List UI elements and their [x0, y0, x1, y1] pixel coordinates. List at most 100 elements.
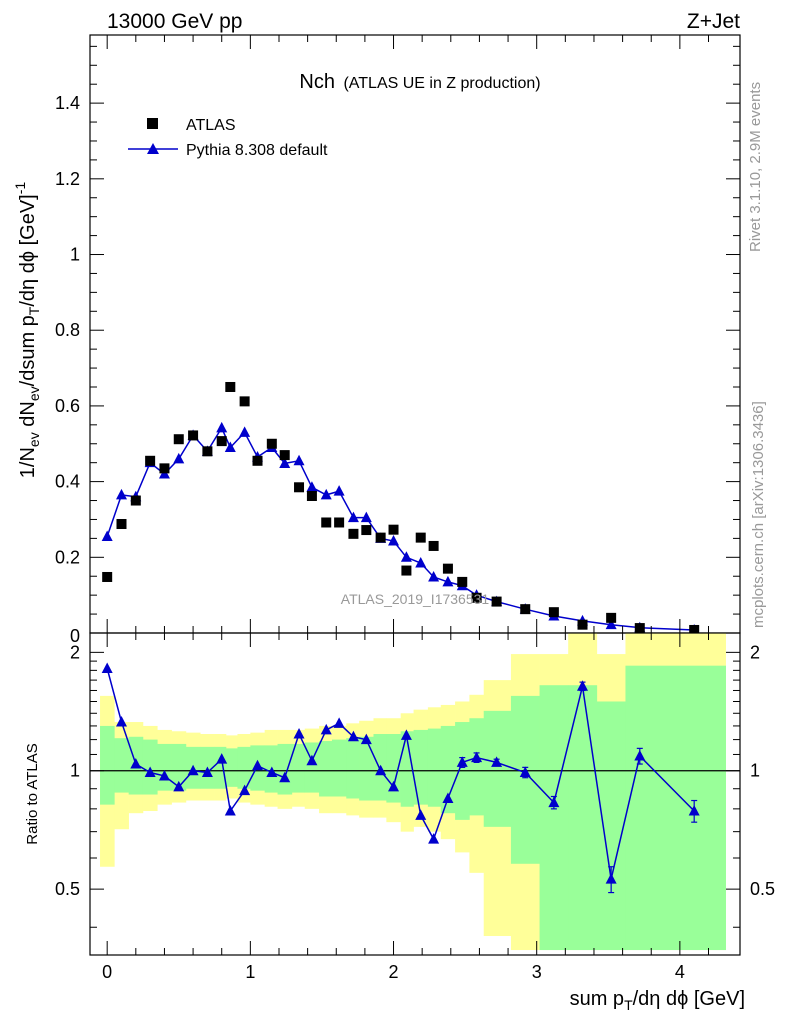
pythia-point: [360, 511, 372, 523]
ratio-point: [144, 766, 156, 777]
ratio-point: [605, 873, 617, 884]
atlas-point: [428, 540, 439, 551]
green-band: [346, 738, 360, 799]
pythia-point: [333, 485, 345, 496]
x-tick-label: 1: [245, 962, 255, 982]
ratio-ytick-label-right: 2: [750, 642, 760, 662]
green-band: [386, 734, 401, 803]
ratio-point: [173, 780, 185, 792]
main-ytick-label: 0.6: [55, 396, 80, 416]
atlas-point: [294, 482, 305, 493]
atlas-point: [577, 619, 588, 630]
ratio-ytick-label: 2: [70, 642, 80, 662]
green-band: [214, 746, 227, 789]
ratio-point: [375, 764, 387, 776]
x-tick-label: 0: [102, 962, 112, 982]
ratio-point: [519, 766, 531, 777]
ratio-point: [224, 805, 236, 816]
pythia-point: [216, 421, 228, 433]
rivet-side-label: Rivet 3.1.10, 2.9M events: [747, 82, 764, 252]
green-band: [359, 736, 374, 801]
atlas-point: [334, 517, 345, 528]
ratio-ytick-labels: 0.5 1 2: [55, 642, 80, 899]
main-panel: 0.2 0.4 0.6 0.8 1 1.2 1.4 0 Nch (ATLAS UE in Z…: [12, 34, 741, 646]
header-left-label: 13000 GeV pp: [107, 10, 242, 33]
legend: ATLAS Pythia 8.308 default: [128, 117, 328, 159]
ratio-point: [491, 756, 503, 767]
pythia-point: [279, 457, 291, 468]
atlas-point: [401, 565, 412, 576]
ratio-ytick-labels-right: 0.5 1 2: [750, 642, 775, 899]
green-band: [331, 739, 347, 797]
pythia-point: [306, 481, 318, 492]
main-ytick-label: 1: [70, 245, 80, 265]
ratio-ytick-label-right: 1: [750, 761, 760, 781]
atlas-point: [689, 624, 700, 635]
green-band: [157, 743, 172, 791]
pythia-point: [400, 551, 412, 562]
pythia-point: [293, 454, 305, 466]
main-ytick-label: 0.2: [55, 547, 80, 567]
ratio-point: [471, 751, 483, 763]
atlas-point: [202, 446, 213, 457]
ratio-point: [388, 780, 400, 792]
x-tick-label: 4: [675, 962, 685, 982]
ratio-point: [115, 716, 127, 727]
ratio-ytick-label: 0.5: [55, 879, 80, 899]
main-ticks: [90, 35, 740, 633]
ratio-point: [442, 792, 454, 804]
ratio-point: [239, 784, 251, 796]
atlas-point: [415, 532, 426, 543]
green-band: [291, 743, 306, 793]
ratio-point: [266, 766, 278, 777]
main-title-sub: (ATLAS UE in Z production): [343, 75, 540, 92]
pythia-point: [605, 618, 617, 630]
atlas-point: [173, 434, 184, 445]
atlas-point: [188, 430, 199, 441]
green-band: [226, 748, 238, 787]
pythia-point: [320, 488, 332, 500]
green-band: [114, 738, 129, 793]
ratio-point: [428, 833, 440, 844]
ratio-bands: [100, 633, 726, 951]
ratio-point: [456, 756, 468, 767]
atlas-point: [321, 517, 332, 528]
main-ytick-label: 0.4: [55, 472, 80, 492]
x-tick-labels: 0 1 2 3 4: [102, 962, 685, 982]
ratio-point: [415, 809, 427, 820]
main-ytick-label: 1.2: [55, 169, 80, 189]
atlas-point: [388, 524, 399, 535]
ratio-point: [130, 758, 142, 769]
green-band: [319, 741, 333, 797]
atlas-point: [266, 438, 277, 449]
ratio-point: [347, 730, 359, 742]
ratio-point: [577, 680, 589, 691]
main-marks: [101, 381, 700, 635]
green-band: [510, 695, 540, 864]
ratio-point: [252, 759, 264, 771]
ratio-ticks: [90, 633, 740, 955]
pythia-point: [442, 575, 454, 587]
ratio-panel: 0.5 1 2 0.5 1 2 0 1 2 3 4 Ratio to ATLAS sum pT/…: [24, 632, 775, 1013]
legend-atlas-marker: [147, 118, 158, 129]
main-title-main: Nch: [299, 71, 335, 93]
atlas-point: [102, 571, 113, 582]
green-band: [100, 725, 115, 805]
atlas-point: [548, 607, 559, 618]
atlas-point: [375, 532, 386, 543]
green-band: [568, 685, 598, 951]
ratio-point: [158, 769, 170, 781]
green-band: [596, 701, 626, 951]
atlas-point: [606, 612, 617, 623]
main-y-axis-label: 1/Nev dNev/dsum pT/dη dϕ [GeV]-1: [12, 182, 42, 479]
green-band: [277, 743, 293, 795]
atlas-point: [145, 455, 156, 466]
ratio-point: [201, 766, 213, 777]
main-title: Nch (ATLAS UE in Z production): [299, 71, 540, 93]
ratio-point: [400, 729, 412, 740]
mcplots-side-label: mcplots.cern.ch [arXiv:1306.3436]: [750, 401, 767, 628]
ratio-marks: [101, 662, 700, 894]
atlas-point: [306, 490, 317, 501]
x-tick-label: 3: [532, 962, 542, 982]
